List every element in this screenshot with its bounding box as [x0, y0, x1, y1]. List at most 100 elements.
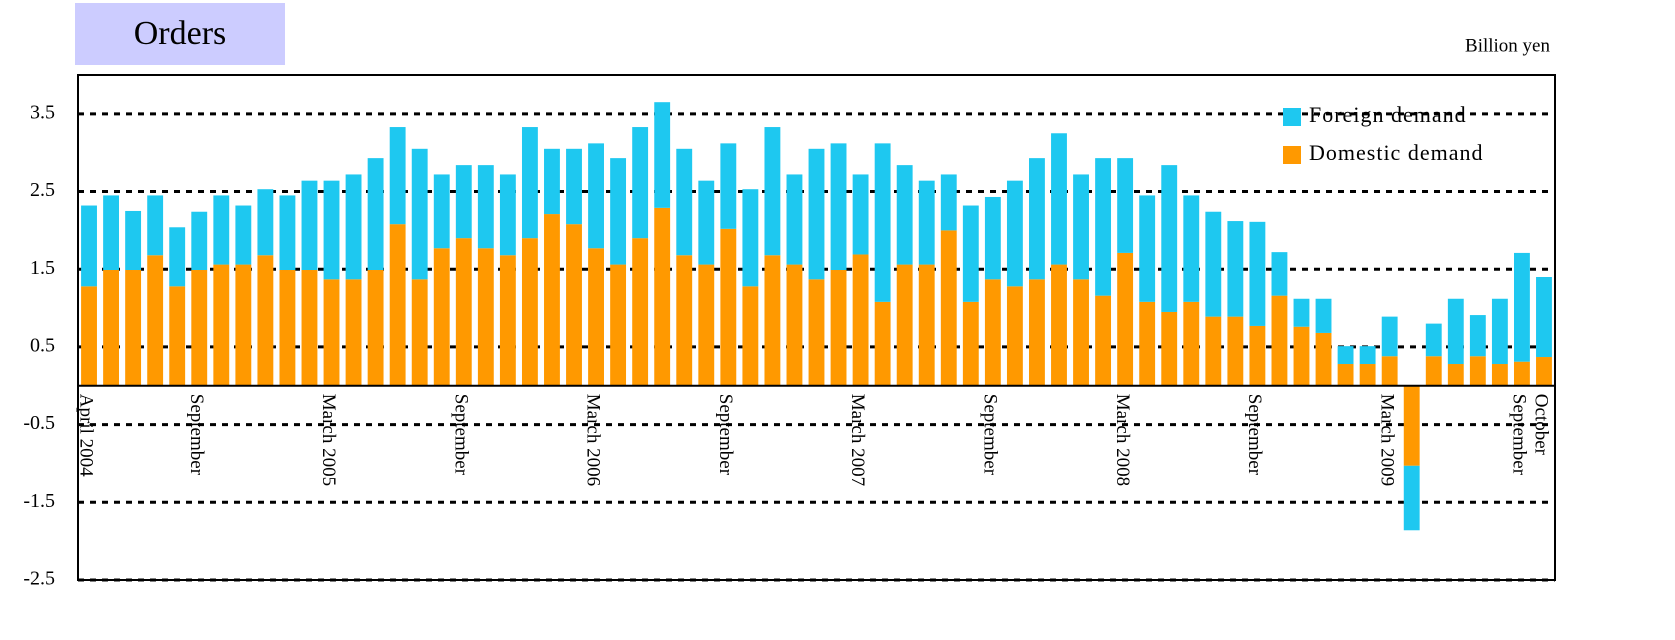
x-tick-label: March 2005 [318, 394, 339, 486]
bar-segment [1293, 298, 1310, 327]
bar-segment [1117, 158, 1134, 253]
bar-segment [301, 180, 318, 271]
bar-segment [830, 143, 847, 271]
bar-segment [1536, 357, 1552, 386]
plot-frame [77, 74, 1556, 581]
x-tick-label: September [1509, 394, 1530, 476]
legend-label: Domestic demand [1309, 140, 1483, 165]
bar-segment [411, 148, 428, 280]
bar-segment [698, 180, 715, 265]
bar-segment [1513, 252, 1530, 362]
bar-segment [1536, 277, 1552, 358]
bar-segment [103, 270, 120, 386]
y-tick-label: 0.5 [30, 335, 55, 357]
bar-segment [1491, 298, 1508, 365]
bar-segment [742, 189, 759, 287]
bar-segment [1227, 221, 1244, 317]
bar-segment [632, 127, 649, 239]
x-tick-label: September [715, 394, 736, 476]
x-tick-label: September [186, 394, 207, 476]
bar-segment [1359, 364, 1376, 386]
bar-segment [764, 127, 781, 256]
bar-segment [1403, 465, 1420, 531]
bar-segment [874, 301, 891, 386]
bar-segment [786, 264, 803, 386]
bar-segment [610, 158, 627, 265]
bar-segment [610, 264, 627, 386]
bar-segment [918, 180, 935, 265]
bar-segment [830, 270, 847, 386]
bar-segment [698, 264, 715, 386]
x-tick-label: March 2008 [1112, 394, 1133, 486]
bar-segment [764, 255, 781, 386]
bar-segment [1073, 279, 1089, 386]
bar-segment [808, 148, 825, 280]
x-tick-label: September [450, 394, 471, 476]
bar-segment [1139, 195, 1156, 302]
y-tick-label: -2.5 [23, 568, 55, 590]
bar-segment [367, 158, 384, 271]
bar-segment [544, 214, 560, 386]
bar-segment [896, 165, 913, 265]
x-tick-label: April 2004 [76, 394, 97, 477]
bar-segment [499, 174, 516, 256]
bar-segment [852, 254, 869, 386]
bar-segment [1205, 211, 1222, 317]
bar-segment [1359, 346, 1376, 365]
bar-segment [1337, 364, 1354, 386]
bar-segment [1161, 311, 1178, 386]
bar-segment [499, 255, 516, 386]
y-tick-label: -0.5 [23, 412, 55, 434]
y-tick-label: 2.5 [30, 179, 55, 201]
bar-segment [125, 210, 142, 271]
bar-segment [918, 264, 935, 386]
bar-segment [962, 205, 979, 302]
bar-segment [1469, 356, 1486, 386]
y-tick-label: 1.5 [30, 257, 55, 279]
bar-segment [1051, 133, 1067, 265]
bar-segment [235, 264, 252, 386]
bar-segment [1315, 298, 1332, 333]
bar-segment [1227, 316, 1244, 386]
bar-segment [389, 127, 406, 225]
bar-segment [808, 279, 825, 386]
bar-segment [1425, 356, 1442, 386]
bar-segment [940, 230, 957, 386]
bar-segment [984, 279, 1001, 386]
bar-segment [1139, 301, 1156, 386]
bar-segment [169, 227, 186, 287]
bar-segment [896, 264, 913, 386]
bar-segment [1293, 326, 1310, 386]
bar-segment [411, 279, 428, 386]
bar-segment [433, 248, 450, 386]
bar-segment [323, 180, 340, 280]
bar-segment [81, 286, 97, 386]
bar-segment [345, 279, 362, 386]
bar-segment [962, 301, 979, 386]
bar-segment [1073, 174, 1089, 280]
bar-segment [81, 205, 97, 287]
title-box [75, 3, 285, 65]
bar-segment [676, 148, 693, 256]
bar-segment [301, 270, 318, 386]
unit-label: Billion yen [1465, 35, 1550, 56]
chart-title: Orders [134, 15, 227, 52]
bar-segment [1271, 252, 1288, 296]
x-tick-label: March 2007 [847, 394, 868, 486]
bar-segment [147, 195, 164, 256]
legend-swatch [1283, 146, 1301, 164]
bar-segment [1513, 361, 1530, 386]
bar-segment [720, 143, 737, 229]
bar-segment [984, 196, 1001, 280]
bar-segment [1161, 165, 1178, 312]
x-tick-label: September [1244, 394, 1265, 476]
bar-segment [235, 205, 252, 265]
bar-segment [1183, 301, 1200, 386]
bar-segment [169, 286, 186, 386]
bar-segment [940, 174, 957, 231]
bar-segment [125, 270, 142, 386]
bar-segment [279, 270, 296, 386]
bar-segment [455, 238, 472, 386]
bar-segment [654, 207, 671, 386]
bar-segment [1117, 252, 1134, 386]
